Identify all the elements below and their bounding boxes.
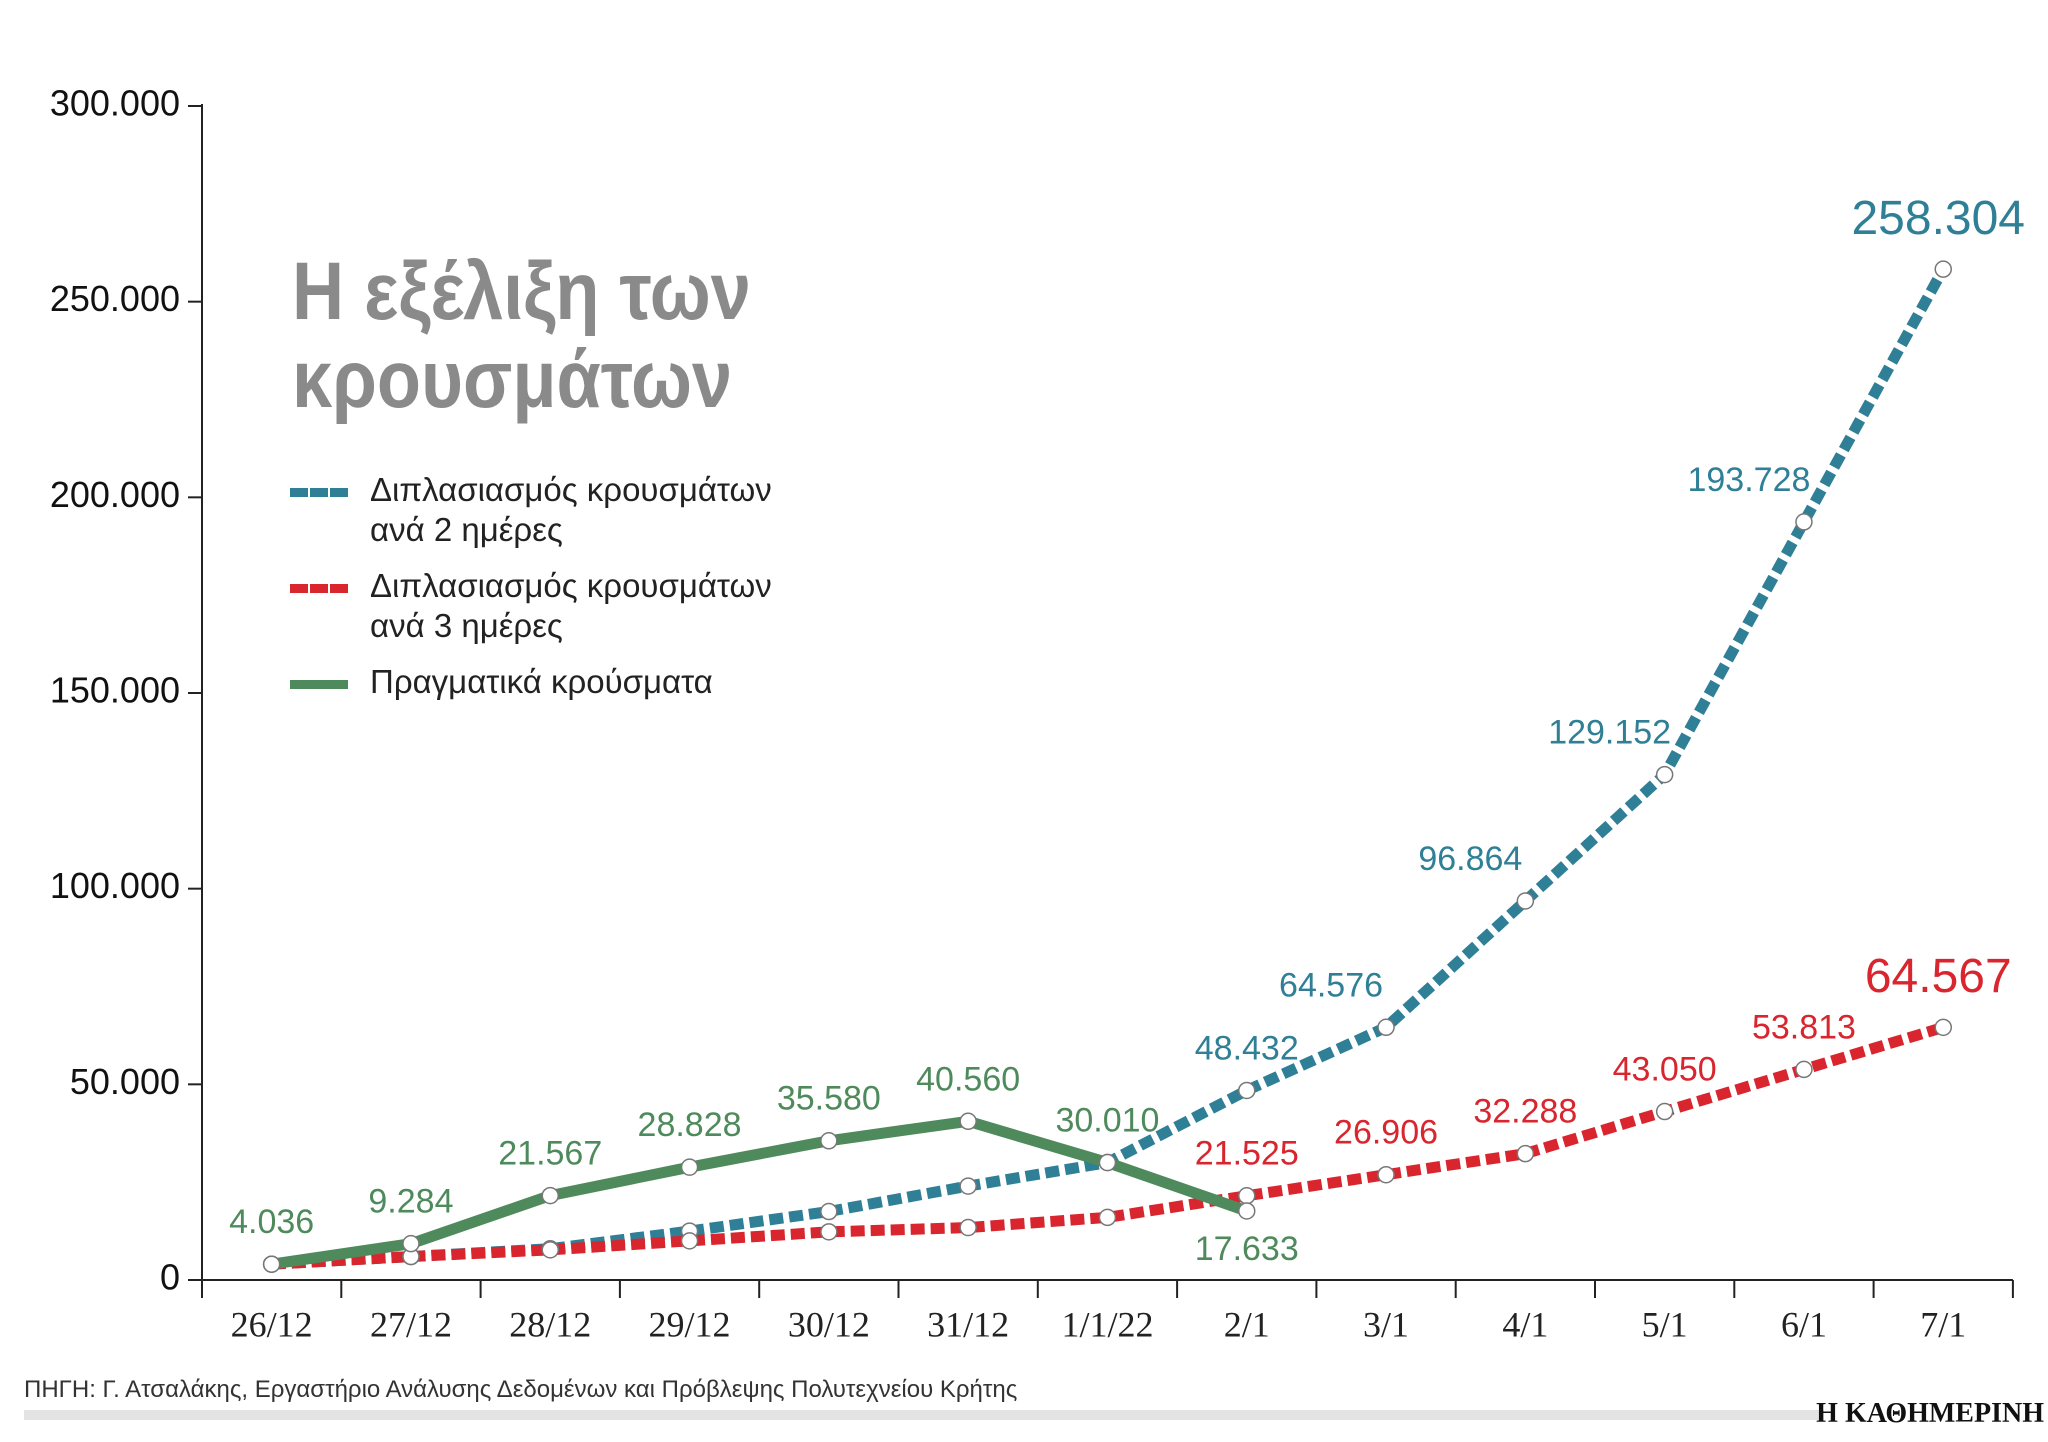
point xyxy=(1934,1018,1952,1037)
y-tick-label: 300.000 xyxy=(50,83,180,124)
y-tick-label: 200.000 xyxy=(50,474,180,515)
point xyxy=(541,1241,559,1259)
point xyxy=(680,1232,699,1250)
point xyxy=(1516,892,1535,910)
y-tick-label: 50.000 xyxy=(70,1061,180,1102)
x-tick-label: 30/12 xyxy=(788,1304,870,1344)
legend-label: Διπλασιασμός κρουσμάτων ανά 3 ημέρες xyxy=(370,567,772,644)
data-label: 193.728 xyxy=(1687,461,1810,499)
legend-item: Διπλασιασμός κρουσμάτων ανά 3 ημέρες xyxy=(290,566,820,646)
data-label: 129.152 xyxy=(1548,714,1671,752)
legend-swatch xyxy=(290,584,348,593)
point xyxy=(1795,513,1813,531)
y-tick-label: 100.000 xyxy=(50,865,180,906)
data-label: 9.284 xyxy=(368,1183,453,1221)
point xyxy=(820,1202,838,1221)
point xyxy=(1238,1187,1256,1205)
data-label: 96.864 xyxy=(1418,840,1522,878)
point xyxy=(1098,1208,1117,1227)
legend-item: Διπλασιασμός κρουσμάτων ανά 2 ημέρες xyxy=(290,470,820,550)
point xyxy=(1377,1018,1395,1037)
legend-label: Διπλασιασμός κρουσμάτων ανά 2 ημέρες xyxy=(370,471,772,548)
data-label: 40.560 xyxy=(916,1060,1020,1098)
data-label: 28.828 xyxy=(638,1106,742,1144)
data-label: 32.288 xyxy=(1473,1093,1577,1131)
data-label: 4.036 xyxy=(229,1203,314,1241)
data-label: 258.304 xyxy=(1851,192,2025,245)
data-label: 64.567 xyxy=(1865,950,2012,1003)
data-label: 21.525 xyxy=(1195,1135,1299,1173)
data-label: 64.576 xyxy=(1279,966,1383,1004)
legend-label: Πραγματικά κρούσματα xyxy=(370,663,713,700)
x-tick-label: 29/12 xyxy=(649,1304,731,1344)
data-label: 53.813 xyxy=(1752,1008,1856,1046)
legend: Διπλασιασμός κρουσμάτων ανά 2 ημέρες Διπλ… xyxy=(290,470,820,718)
x-tick-label: 3/1 xyxy=(1363,1304,1409,1344)
point xyxy=(402,1234,420,1253)
point xyxy=(680,1158,699,1176)
point xyxy=(262,1255,281,1273)
data-label: 26.906 xyxy=(1334,1114,1438,1152)
x-tick-label: 4/1 xyxy=(1502,1304,1548,1344)
x-tick-label: 2/1 xyxy=(1224,1304,1270,1344)
data-label: 21.567 xyxy=(498,1135,602,1173)
x-tick-label: 7/1 xyxy=(1920,1304,1966,1344)
point xyxy=(820,1223,838,1241)
point xyxy=(1934,260,1952,278)
point xyxy=(1795,1060,1813,1079)
point xyxy=(959,1177,977,1195)
x-tick-label: 1/1/22 xyxy=(1061,1304,1153,1344)
point xyxy=(820,1132,838,1150)
y-tick-label: 250.000 xyxy=(50,278,180,319)
point xyxy=(1238,1202,1256,1220)
data-label: 30.010 xyxy=(1055,1102,1159,1140)
x-tick-label: 31/12 xyxy=(927,1304,1009,1344)
legend-swatch xyxy=(290,680,348,689)
x-tick-label: 28/12 xyxy=(509,1304,591,1344)
chart-title: Η εξέλιξη των κρουσμάτων xyxy=(292,246,751,425)
legend-swatch xyxy=(290,488,348,497)
data-label: 48.432 xyxy=(1195,1029,1299,1067)
series-line xyxy=(266,1115,1253,1270)
point xyxy=(959,1218,977,1237)
point xyxy=(1655,765,1674,784)
y-tick-label: 150.000 xyxy=(50,670,180,711)
point xyxy=(1516,1144,1535,1163)
legend-item: Πραγματικά κρούσματα xyxy=(290,662,820,702)
point xyxy=(1098,1153,1117,1172)
data-label: 43.050 xyxy=(1613,1051,1717,1089)
source: ΠΗΓΗ: Γ. Ατσαλάκης, Εργαστήριο Ανάλυσης … xyxy=(24,1376,1018,1403)
y-tick-label: 0 xyxy=(160,1257,180,1298)
footer-bar xyxy=(24,1410,1824,1420)
publisher: Η ΚΑΘΗΜΕΡΙΝΗ xyxy=(1816,1398,2044,1429)
x-tick-label: 26/12 xyxy=(231,1304,313,1344)
data-label: 17.633 xyxy=(1195,1230,1299,1268)
x-tick-label: 5/1 xyxy=(1642,1304,1688,1344)
x-tick-label: 6/1 xyxy=(1781,1304,1827,1344)
point xyxy=(1655,1102,1674,1121)
data-label: 35.580 xyxy=(777,1080,881,1118)
x-tick-label: 27/12 xyxy=(370,1304,452,1344)
point xyxy=(1238,1081,1256,1100)
point xyxy=(1377,1165,1395,1184)
point xyxy=(541,1186,559,1205)
point xyxy=(959,1112,977,1131)
